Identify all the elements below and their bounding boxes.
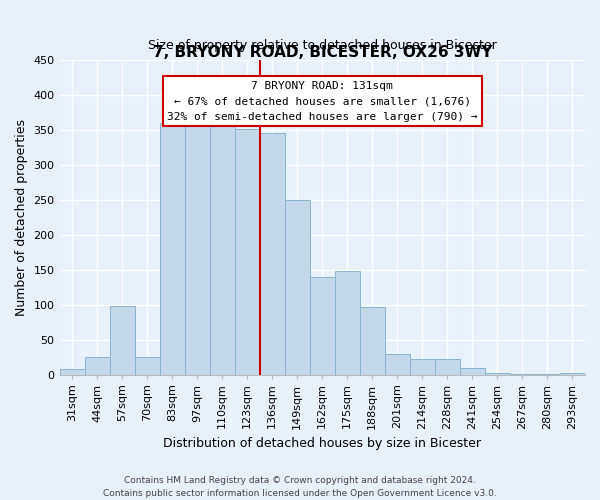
- Title: 7, BRYONY ROAD, BICESTER, OX26 3WY: 7, BRYONY ROAD, BICESTER, OX26 3WY: [152, 45, 492, 60]
- Bar: [85, 357, 110, 374]
- Bar: [209, 118, 235, 374]
- Bar: [360, 308, 385, 374]
- Bar: [385, 354, 410, 374]
- Bar: [110, 306, 134, 374]
- Text: 7 BRYONY ROAD: 131sqm
← 67% of detached houses are smaller (1,676)
32% of semi-d: 7 BRYONY ROAD: 131sqm ← 67% of detached …: [167, 80, 478, 122]
- Bar: [310, 276, 335, 374]
- Y-axis label: Number of detached properties: Number of detached properties: [15, 119, 28, 316]
- Bar: [160, 123, 185, 374]
- Bar: [560, 373, 585, 374]
- Bar: [134, 357, 160, 374]
- X-axis label: Distribution of detached houses by size in Bicester: Distribution of detached houses by size …: [163, 437, 481, 450]
- Bar: [410, 359, 435, 374]
- Bar: [260, 134, 285, 374]
- Bar: [460, 368, 485, 374]
- Bar: [485, 373, 510, 374]
- Text: Size of property relative to detached houses in Bicester: Size of property relative to detached ho…: [148, 40, 497, 52]
- Bar: [335, 271, 360, 374]
- Bar: [59, 369, 85, 374]
- Bar: [285, 200, 310, 374]
- Bar: [185, 120, 209, 374]
- Bar: [235, 128, 260, 374]
- Bar: [435, 359, 460, 374]
- Text: Contains HM Land Registry data © Crown copyright and database right 2024.
Contai: Contains HM Land Registry data © Crown c…: [103, 476, 497, 498]
